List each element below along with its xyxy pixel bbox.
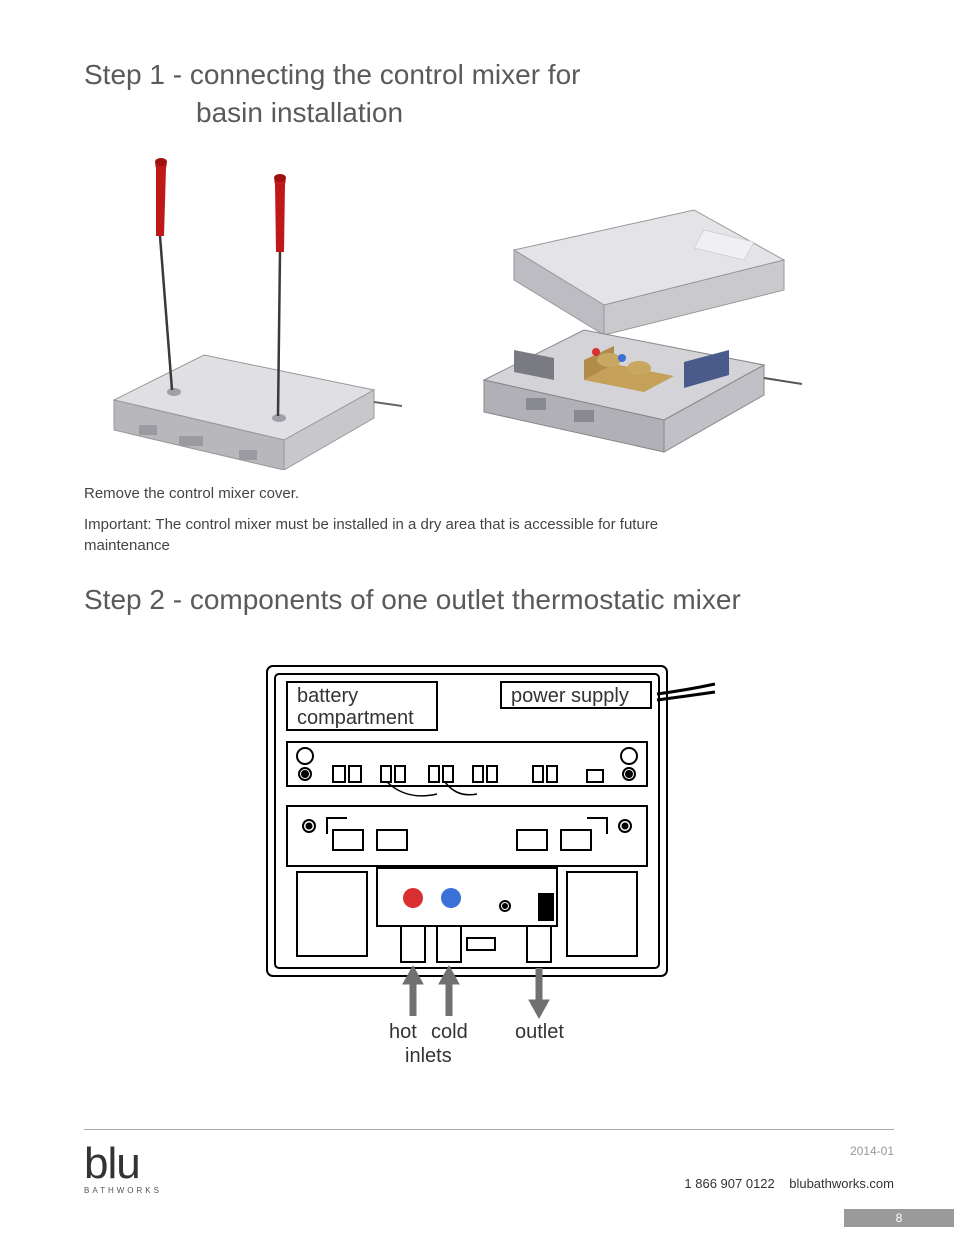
label-power-supply: power supply: [511, 685, 629, 707]
step2-diagram: battery compartment power supply hot col…: [84, 646, 870, 1066]
page-number: 8: [844, 1209, 954, 1227]
control-mixer-box: [114, 355, 402, 470]
label-cold: cold: [431, 1021, 468, 1043]
step1-title-line1: Step 1 - connecting the control mixer fo…: [84, 59, 580, 90]
label-battery: battery: [297, 685, 358, 707]
screwdriver-left: [155, 158, 172, 390]
footer-right: 2014-01 1 866 907 0122 blubathworks.com: [684, 1144, 894, 1191]
label-compartment: compartment: [297, 707, 414, 729]
brand-logo: blu BATHWORKS: [84, 1144, 162, 1195]
inlet-arrows: [403, 966, 549, 1018]
step1-title-line2: basin installation: [84, 94, 870, 132]
label-hot: hot: [389, 1021, 417, 1043]
footer-contact: 1 866 907 0122 blubathworks.com: [684, 1176, 894, 1191]
footer-phone: 1 866 907 0122: [684, 1176, 774, 1191]
label-inlets: inlets: [405, 1045, 452, 1066]
label-outlet: outlet: [515, 1021, 564, 1043]
illustration-open-box: [444, 180, 804, 475]
logo-subtext: BATHWORKS: [84, 1186, 162, 1195]
cold-indicator: [441, 888, 461, 908]
mixer-base: [484, 330, 802, 452]
footer-website: blubathworks.com: [789, 1176, 894, 1191]
mixer-cover: [514, 210, 784, 335]
footer-date: 2014-01: [684, 1144, 894, 1158]
step2-title: Step 2 - components of one outlet thermo…: [84, 584, 870, 616]
illustration-closed-box: [84, 140, 404, 475]
logo-text: blu: [84, 1144, 162, 1184]
page-footer: blu BATHWORKS 2014-01 1 866 907 0122 blu…: [84, 1129, 894, 1195]
step1-caption: Remove the control mixer cover.: [84, 485, 870, 502]
step1-images: [84, 140, 870, 475]
step1-title: Step 1 - connecting the control mixer fo…: [84, 56, 870, 132]
step1-note: Important: The control mixer must be ins…: [84, 514, 684, 556]
document-page: Step 1 - connecting the control mixer fo…: [0, 0, 954, 1235]
hot-indicator: [403, 888, 423, 908]
